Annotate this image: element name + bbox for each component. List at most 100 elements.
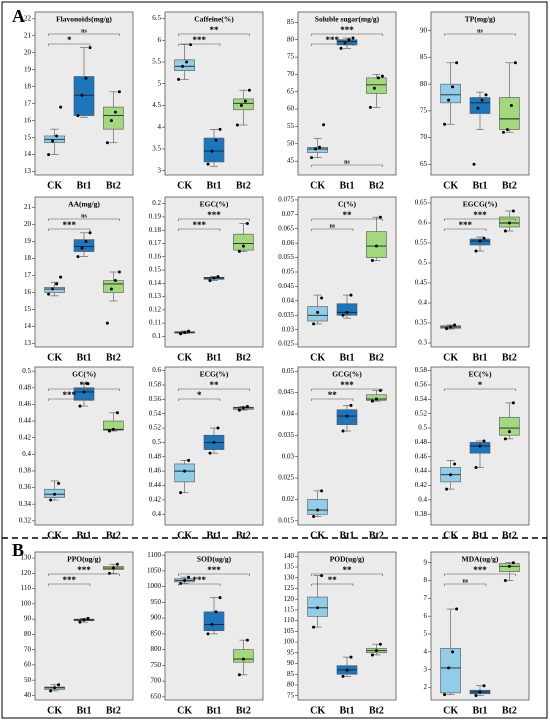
- y-tick-label: 850: [151, 629, 162, 637]
- y-tick-label: 0.045: [278, 388, 294, 396]
- section-label: A: [12, 6, 25, 26]
- y-tick-label: 0.12: [149, 305, 162, 313]
- x-tick-label: Bt2: [369, 180, 384, 191]
- box: [307, 499, 328, 515]
- significance-label: **: [343, 210, 353, 220]
- significance-bracket: [311, 33, 383, 36]
- y-tick-label: 0.6: [418, 219, 427, 227]
- data-point: [443, 693, 447, 697]
- x-tick-label: Bt1: [340, 705, 355, 716]
- data-point: [212, 440, 216, 444]
- significance-label: **: [210, 25, 220, 35]
- y-tick-label: 800: [151, 645, 162, 653]
- data-point: [237, 408, 241, 412]
- y-tick-label: 0.015: [278, 516, 294, 524]
- x-tick-label: CK: [177, 705, 192, 716]
- data-point: [245, 222, 249, 226]
- y-tick-label: 80: [420, 80, 428, 88]
- data-point: [237, 249, 241, 253]
- y-tick-label: 19: [24, 65, 32, 73]
- y-tick-label: 0.34: [19, 500, 32, 508]
- y-tick-label: 0.54: [415, 395, 428, 403]
- data-point: [185, 60, 189, 64]
- significance-bracket: [178, 228, 221, 231]
- y-tick-label: 70: [24, 645, 32, 653]
- data-point: [451, 85, 455, 89]
- data-point: [241, 406, 245, 410]
- data-point: [339, 46, 343, 50]
- significance-bracket: [311, 583, 354, 586]
- data-point: [445, 327, 449, 331]
- data-point: [47, 292, 51, 296]
- y-tick-label: 90: [24, 615, 32, 623]
- data-point: [447, 666, 451, 670]
- panel-title: AA(mg/g): [68, 200, 100, 209]
- data-point: [472, 162, 476, 166]
- significance-label: ***: [193, 220, 207, 230]
- data-point: [347, 38, 351, 42]
- panel-background: [164, 196, 264, 348]
- data-point: [218, 127, 222, 131]
- y-tick-label: 0.48: [19, 383, 32, 391]
- y-tick-label: 90: [287, 659, 295, 667]
- panel-title: EGC(%): [200, 200, 229, 209]
- data-point: [55, 282, 59, 286]
- panel-title: SOD(ug/g): [197, 555, 232, 564]
- y-tick-label: 0.35: [415, 319, 428, 327]
- data-point: [57, 481, 61, 485]
- data-point: [482, 439, 486, 443]
- significance-label: ***: [193, 35, 207, 45]
- data-point: [216, 275, 220, 279]
- y-tick-label: 16: [24, 116, 32, 124]
- x-tick-label: CK: [310, 180, 325, 191]
- data-point: [47, 153, 51, 157]
- box: [469, 97, 491, 114]
- data-point: [341, 313, 345, 317]
- significance-bracket: [311, 164, 383, 167]
- data-point: [109, 287, 113, 291]
- y-tick-label: 0.52: [415, 409, 428, 417]
- data-point: [82, 390, 86, 394]
- data-point: [374, 397, 378, 401]
- box: [366, 77, 387, 94]
- data-point: [505, 128, 509, 132]
- x-tick-label: CK: [47, 705, 62, 716]
- x-tick-label: Bt2: [106, 180, 121, 191]
- data-point: [318, 145, 322, 149]
- y-tick-label: 5: [158, 79, 162, 87]
- y-tick-label: 60: [287, 105, 295, 113]
- y-tick-label: 0.56: [149, 395, 162, 403]
- data-point: [316, 606, 320, 610]
- y-tick-label: 0.13: [149, 292, 162, 300]
- data-point: [507, 221, 511, 225]
- data-point: [312, 625, 316, 629]
- data-point: [210, 622, 214, 626]
- x-tick-label: CK: [177, 180, 192, 191]
- y-tick-label: 55: [287, 122, 295, 130]
- data-point: [183, 469, 187, 473]
- data-point: [474, 694, 478, 698]
- significance-bracket: [311, 388, 383, 391]
- data-point: [349, 293, 353, 297]
- x-tick-label: Bt1: [207, 530, 222, 541]
- data-point: [59, 105, 63, 109]
- data-point: [509, 104, 513, 108]
- box: [233, 233, 254, 251]
- data-point: [179, 581, 183, 585]
- significance-bracket: [311, 218, 383, 221]
- data-point: [208, 279, 212, 283]
- data-point: [349, 655, 353, 659]
- data-point: [206, 632, 210, 636]
- significance-label: *: [478, 380, 483, 390]
- data-point: [82, 618, 86, 622]
- data-point: [378, 642, 382, 646]
- data-point: [49, 498, 53, 502]
- y-tick-label: 75: [287, 53, 295, 61]
- data-point: [503, 437, 507, 441]
- significance-label: **: [328, 575, 338, 585]
- data-point: [368, 105, 372, 109]
- significance-label: ***: [63, 575, 77, 585]
- y-tick-label: 15: [24, 133, 32, 141]
- data-point: [447, 98, 451, 102]
- data-point: [349, 403, 353, 407]
